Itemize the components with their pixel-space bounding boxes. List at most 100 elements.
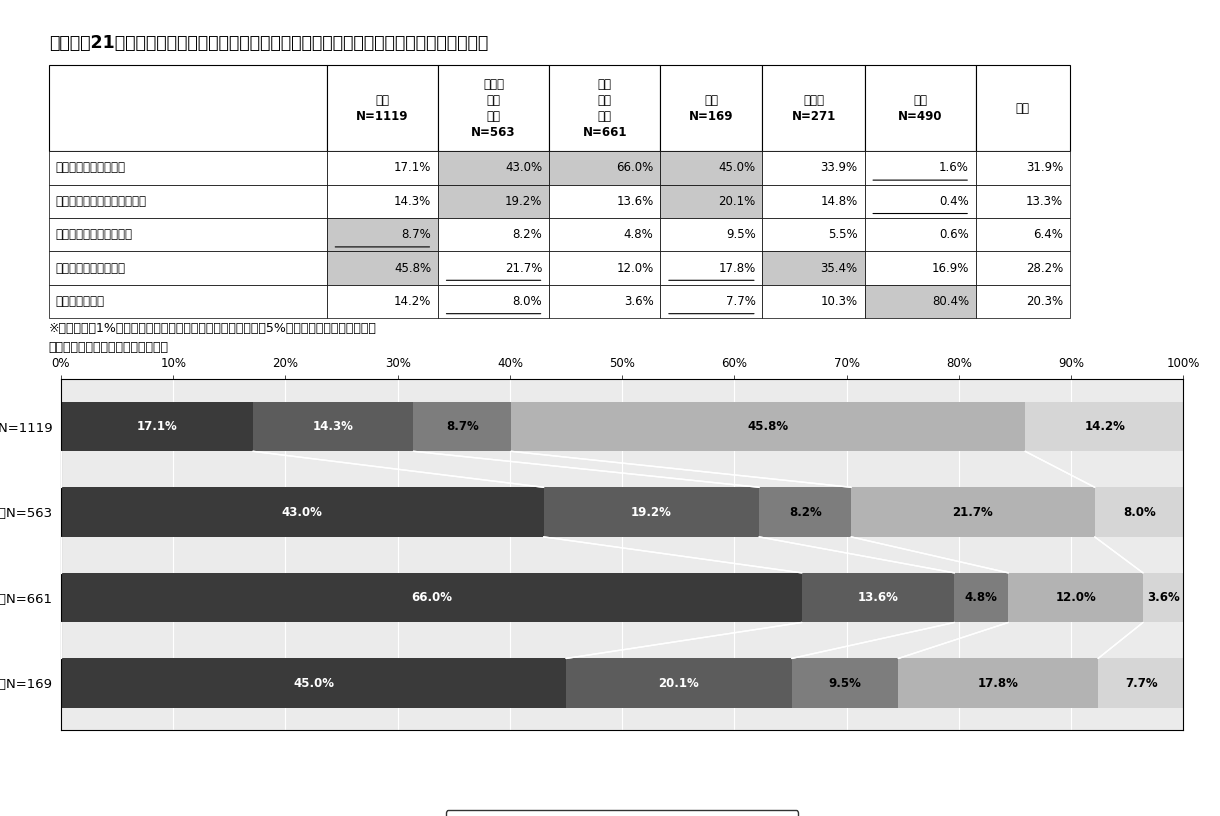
FancyBboxPatch shape	[976, 65, 1070, 151]
Bar	[954, 573, 1008, 623]
Bar	[898, 659, 1098, 708]
Bar	[792, 659, 898, 708]
FancyBboxPatch shape	[976, 251, 1070, 285]
Text: 8.7%: 8.7%	[445, 420, 478, 433]
Text: 0.6%: 0.6%	[939, 228, 969, 242]
FancyBboxPatch shape	[762, 65, 865, 151]
Text: 8.0%: 8.0%	[512, 295, 543, 308]
FancyBboxPatch shape	[549, 184, 660, 218]
Text: 45.8%: 45.8%	[394, 262, 431, 275]
FancyBboxPatch shape	[865, 151, 976, 184]
FancyBboxPatch shape	[49, 285, 327, 318]
FancyBboxPatch shape	[660, 184, 762, 218]
Text: 45.0%: 45.0%	[293, 676, 334, 690]
Text: 8.2%: 8.2%	[512, 228, 543, 242]
FancyBboxPatch shape	[438, 65, 549, 151]
Text: 17.8%: 17.8%	[719, 262, 755, 275]
FancyBboxPatch shape	[660, 218, 762, 251]
Text: 企業
N=1119: 企業 N=1119	[356, 94, 409, 122]
Bar	[802, 573, 954, 623]
Text: 14.3%: 14.3%	[312, 420, 354, 433]
Text: 需給
調整
機関
N=661: 需給 調整 機関 N=661	[582, 78, 627, 139]
Text: 17.1%: 17.1%	[394, 162, 431, 175]
FancyBboxPatch shape	[327, 65, 438, 151]
Bar	[1143, 573, 1183, 623]
Text: 9.5%: 9.5%	[726, 228, 755, 242]
Text: 4.8%: 4.8%	[623, 228, 654, 242]
Text: 8.7%: 8.7%	[401, 228, 431, 242]
Text: 14.2%: 14.2%	[1085, 420, 1125, 433]
FancyBboxPatch shape	[976, 184, 1070, 218]
Bar	[1094, 487, 1185, 537]
Text: 14.2%: 14.2%	[394, 295, 431, 308]
FancyBboxPatch shape	[49, 218, 327, 251]
FancyBboxPatch shape	[49, 65, 327, 151]
FancyBboxPatch shape	[327, 285, 438, 318]
Text: 週１回程度活動している: 週１回程度活動している	[56, 228, 133, 242]
FancyBboxPatch shape	[49, 251, 327, 285]
Text: 16.9%: 16.9%	[932, 262, 969, 275]
Bar	[1008, 573, 1143, 623]
Text: 66.0%: 66.0%	[411, 591, 451, 604]
Text: 7.7%: 7.7%	[726, 295, 755, 308]
Text: 3.6%: 3.6%	[623, 295, 654, 308]
Legend: ほぼ毎日活動している, 週２〜３回程度活動している, 週１回程度活動している, 不定期に活動している, 活動していない: ほぼ毎日活動している, 週２〜３回程度活動している, 週１回程度活動している, …	[447, 810, 798, 816]
Bar	[1025, 401, 1185, 451]
Text: 43.0%: 43.0%	[505, 162, 543, 175]
FancyBboxPatch shape	[976, 218, 1070, 251]
Text: 17.1%: 17.1%	[137, 420, 177, 433]
Text: 学校・
教育
機関
N=563: 学校・ 教育 機関 N=563	[471, 78, 516, 139]
Bar	[414, 401, 511, 451]
FancyBboxPatch shape	[762, 218, 865, 251]
Text: 全体: 全体	[1016, 102, 1030, 115]
Text: 8.2%: 8.2%	[789, 506, 821, 519]
FancyBboxPatch shape	[865, 218, 976, 251]
Text: 地域
N=169: 地域 N=169	[689, 94, 733, 122]
FancyBboxPatch shape	[762, 151, 865, 184]
Text: ※クロス表は1%水準で統計的に有意。調整済み残差を求め、5%水準で値が大きい箇所に網
かけ、小さい箇所に下線を付した。: ※クロス表は1%水準で統計的に有意。調整済み残差を求め、5%水準で値が大きい箇所…	[49, 322, 377, 354]
FancyBboxPatch shape	[549, 218, 660, 251]
Text: 12.0%: 12.0%	[1055, 591, 1096, 604]
FancyBboxPatch shape	[865, 285, 976, 318]
Bar	[566, 659, 792, 708]
FancyBboxPatch shape	[327, 184, 438, 218]
Text: 活動していない: 活動していない	[56, 295, 105, 308]
FancyBboxPatch shape	[976, 151, 1070, 184]
Text: 3.6%: 3.6%	[1147, 591, 1180, 604]
Bar	[852, 487, 1094, 537]
FancyBboxPatch shape	[865, 184, 976, 218]
Text: 図表２－21　「キャリアコンサルティングに関連する活動」の現在の主な活動の場別の特徴: 図表２－21 「キャリアコンサルティングに関連する活動」の現在の主な活動の場別の…	[49, 33, 488, 52]
FancyBboxPatch shape	[762, 251, 865, 285]
FancyBboxPatch shape	[865, 251, 976, 285]
Text: 20.1%: 20.1%	[719, 195, 755, 208]
Text: 14.3%: 14.3%	[394, 195, 431, 208]
Text: 14.8%: 14.8%	[821, 195, 858, 208]
Text: 週２〜３回程度活動している: 週２〜３回程度活動している	[56, 195, 146, 208]
FancyBboxPatch shape	[438, 218, 549, 251]
Text: 17.8%: 17.8%	[977, 676, 1019, 690]
Bar	[253, 401, 414, 451]
Bar	[61, 487, 544, 537]
Bar	[1098, 659, 1185, 708]
Bar	[511, 401, 1025, 451]
Bar	[759, 487, 852, 537]
Text: 35.4%: 35.4%	[821, 262, 858, 275]
Text: なし
N=490: なし N=490	[898, 94, 942, 122]
FancyBboxPatch shape	[327, 151, 438, 184]
FancyBboxPatch shape	[49, 184, 327, 218]
Text: 1.6%: 1.6%	[939, 162, 969, 175]
Bar	[61, 573, 802, 623]
Text: 8.0%: 8.0%	[1124, 506, 1157, 519]
Text: 33.9%: 33.9%	[821, 162, 858, 175]
FancyBboxPatch shape	[549, 151, 660, 184]
Text: 80.4%: 80.4%	[932, 295, 969, 308]
Text: 19.2%: 19.2%	[505, 195, 543, 208]
FancyBboxPatch shape	[49, 151, 327, 184]
FancyBboxPatch shape	[660, 65, 762, 151]
Text: 45.0%: 45.0%	[719, 162, 755, 175]
Text: 13.6%: 13.6%	[858, 591, 899, 604]
FancyBboxPatch shape	[865, 65, 976, 151]
FancyBboxPatch shape	[549, 251, 660, 285]
FancyBboxPatch shape	[976, 285, 1070, 318]
FancyBboxPatch shape	[438, 184, 549, 218]
